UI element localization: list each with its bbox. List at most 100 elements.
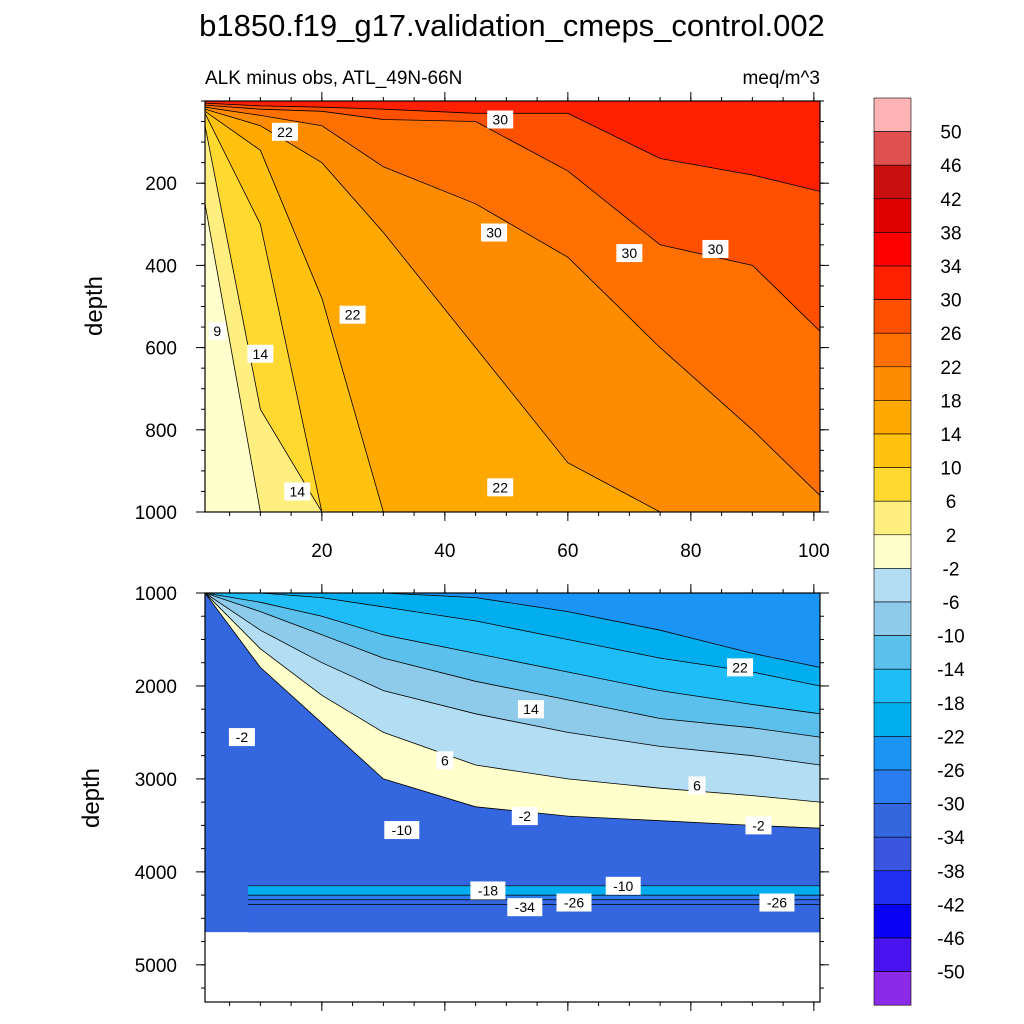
y-tick-label: 5000 [135, 956, 177, 977]
colorbar-swatch [873, 433, 912, 468]
colorbar-label: -10 [937, 627, 964, 648]
contour-label: 22 [727, 658, 754, 677]
contour-line [205, 593, 820, 829]
colorbar-label: -38 [937, 862, 964, 883]
contour-line [205, 102, 820, 192]
contour-label-text: -10 [392, 822, 412, 838]
contour-label-text: 30 [708, 241, 724, 257]
contour-label: -10 [384, 821, 420, 840]
y-tick-label: 1000 [135, 584, 177, 605]
colorbar-swatch [873, 400, 912, 435]
colorbar-swatch [873, 265, 912, 300]
contour-label: 30 [481, 223, 508, 242]
colorbar-label: -18 [937, 694, 964, 715]
colorbar-label: -6 [943, 593, 960, 614]
colorbar-swatch [873, 299, 912, 334]
contour-label-text: 22 [345, 307, 361, 323]
upper-panel: 20 40 60 80 100 200 400 600 800 1000 30 30 30 30 22 22 2… [135, 92, 830, 562]
colorbar-swatch [873, 736, 912, 771]
colorbar-label: 18 [940, 391, 961, 412]
colorbar-swatch [873, 164, 912, 200]
contour-label: 6 [436, 751, 454, 770]
contour-label: -2 [511, 807, 538, 826]
colorbar-label: -30 [937, 795, 964, 816]
figure-title: b1850.f19_g17.validation_cmeps_control.0… [199, 8, 825, 43]
contour-label-text: 14 [253, 346, 269, 362]
band-fill-7 [205, 593, 820, 668]
contour-label: -10 [605, 876, 641, 895]
contour-label-text: 30 [486, 225, 502, 241]
contour-line [205, 104, 820, 332]
y-tick-label: 200 [145, 174, 177, 195]
colorbar-label: 26 [940, 324, 961, 345]
colorbar-swatch [873, 702, 912, 737]
contour-label-text: 6 [693, 777, 701, 793]
contour-label-text: -2 [236, 729, 249, 745]
x-tick-label: 60 [557, 541, 578, 562]
colorbar-swatch [873, 198, 912, 233]
x-tick-label: 40 [434, 541, 455, 562]
colorbar-label: -22 [937, 727, 964, 748]
colorbar-swatch [873, 131, 912, 166]
contour-line [205, 593, 820, 766]
contour-label-text: -2 [752, 817, 765, 833]
colorbar-label: 34 [940, 257, 962, 278]
contour-label-text: 6 [441, 752, 449, 768]
colorbar-swatch [873, 803, 912, 838]
contour-label: -26 [759, 893, 795, 912]
contour-label: 9 [208, 322, 226, 341]
colorbar-label: -50 [937, 963, 964, 984]
colorbar: 50 46 42 38 34 30 26 22 18 14 10 6 2 -2 -6 -10 -14 -18 -22… [873, 97, 965, 1006]
colorbar-label: 38 [940, 223, 961, 244]
colorbar-swatch [873, 366, 912, 401]
contour-label: -2 [228, 728, 255, 747]
colorbar-label: 46 [940, 156, 961, 177]
colorbar-label: 30 [940, 291, 961, 312]
contour-label-text: -26 [564, 895, 584, 911]
colorbar-swatch [873, 232, 912, 267]
upper-ylabel: depth [81, 276, 108, 336]
contour-label: -34 [507, 898, 543, 917]
colorbar-label: -26 [937, 761, 964, 782]
colorbar-swatch [873, 568, 912, 603]
contour-label: -2 [745, 816, 772, 835]
colorbar-swatch [873, 904, 912, 939]
contour-label-text: 30 [622, 245, 638, 261]
colorbar-label: 50 [940, 123, 961, 144]
colorbar-label: -34 [937, 828, 965, 849]
colorbar-swatch [873, 971, 912, 1006]
contour-label: 22 [487, 478, 514, 497]
contour-label: -18 [470, 881, 506, 900]
y-tick-label: 400 [145, 256, 177, 277]
colorbar-label: 22 [940, 358, 961, 379]
lower-ylabel: depth [78, 768, 105, 828]
contour-label-text: 9 [213, 323, 221, 339]
contour-line [205, 110, 820, 512]
contour-line [205, 125, 820, 512]
colorbar-label: -46 [937, 929, 964, 950]
contour-label: 14 [517, 700, 544, 719]
contour-label-text: 14 [289, 483, 305, 499]
contour-label: 30 [487, 110, 514, 129]
contour-line [205, 106, 820, 496]
contour-label-text: 22 [732, 659, 748, 675]
contour-line [205, 593, 820, 668]
colorbar-swatch [873, 836, 912, 872]
y-tick-label: 3000 [135, 770, 177, 791]
contour-label: 30 [702, 239, 729, 258]
right-subtitle: meq/m^3 [742, 68, 820, 89]
x-tick-label: 100 [798, 541, 830, 562]
colorbar-label: 42 [940, 190, 961, 211]
colorbar-swatch [873, 332, 912, 368]
contour-label-text: 14 [523, 701, 539, 717]
contour-line [205, 593, 820, 687]
y-tick-label: 2000 [135, 677, 177, 698]
colorbar-label: 6 [946, 492, 957, 513]
x-tick-label: 20 [311, 541, 332, 562]
colorbar-swatch [873, 937, 912, 972]
contour-label-text: -18 [478, 882, 498, 898]
x-tick-label: 80 [680, 541, 701, 562]
band-fill-8 [205, 101, 820, 192]
colorbar-swatch [873, 467, 912, 502]
